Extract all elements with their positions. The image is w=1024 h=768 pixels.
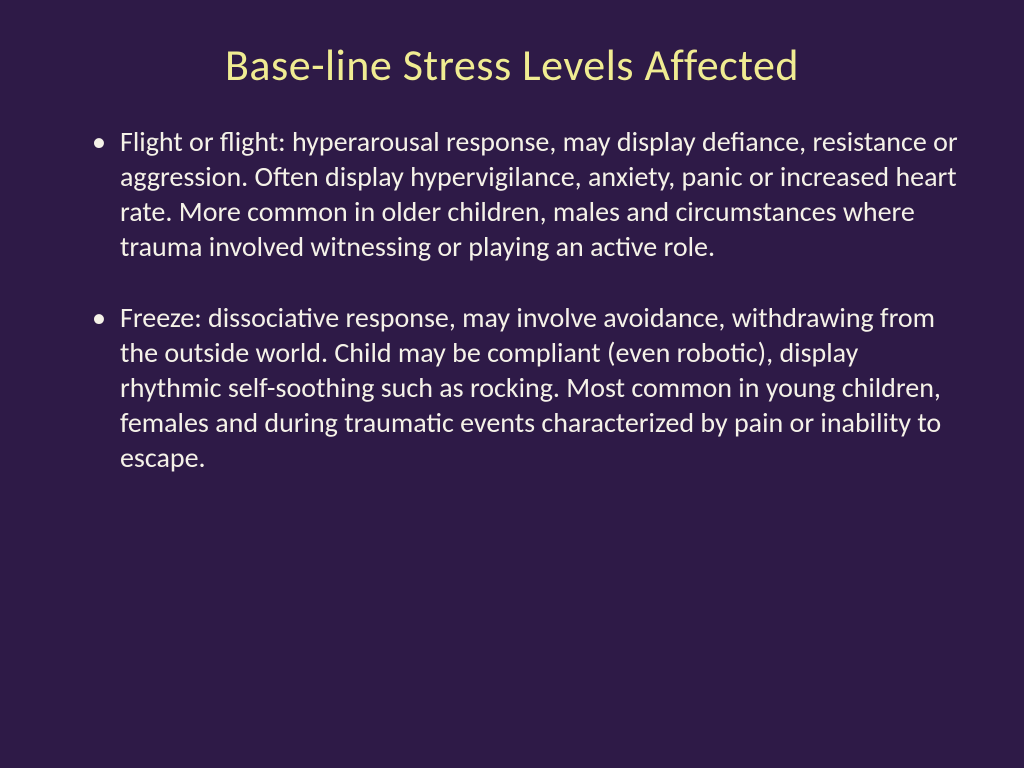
bullet-item: Freeze: dissociative response, may invol… <box>92 300 964 475</box>
bullet-list: Flight or flight: hyperarousal response,… <box>60 124 964 475</box>
slide-title: Base-line Stress Levels Affected <box>60 38 964 92</box>
slide-container: Base-line Stress Levels Affected Flight … <box>0 0 1024 768</box>
bullet-item: Flight or flight: hyperarousal response,… <box>92 124 964 264</box>
